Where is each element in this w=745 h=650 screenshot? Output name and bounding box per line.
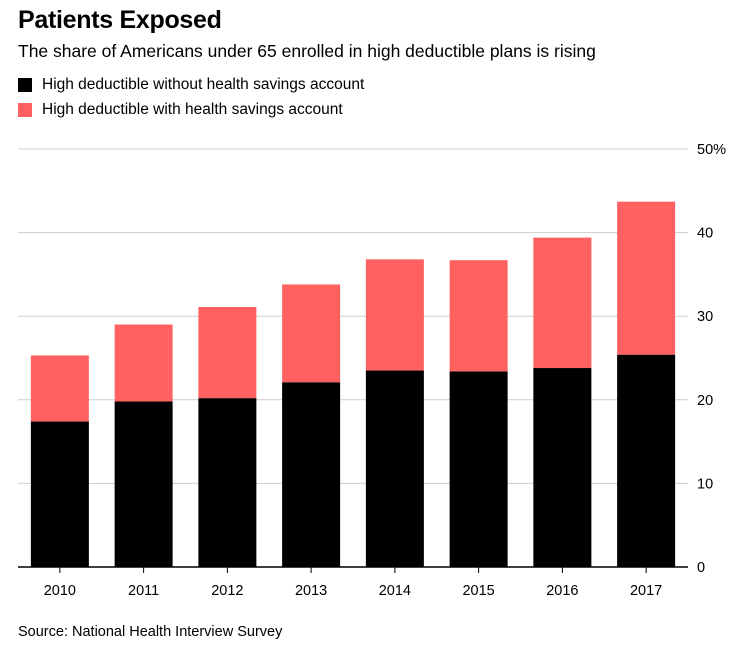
bar-segment-with-hsa [533, 237, 592, 369]
y-tick-label: 10 [697, 476, 713, 492]
bar-segment-without-hsa [617, 354, 676, 567]
y-tick-label: 50% [697, 142, 726, 158]
bar-segment-without-hsa [198, 398, 257, 567]
bar-segment-with-hsa [617, 201, 676, 355]
legend-swatch-with-hsa [18, 102, 32, 117]
bar-segment-without-hsa [30, 421, 89, 567]
legend: High deductible without health savings a… [18, 72, 364, 122]
x-tick-label: 2015 [462, 583, 494, 599]
x-tick-label: 2012 [211, 583, 243, 599]
bar-segment-without-hsa [533, 368, 592, 567]
bar-segment-with-hsa [198, 307, 257, 399]
legend-swatch-without-hsa [18, 77, 32, 92]
bar-segment-with-hsa [365, 259, 424, 371]
legend-label-without-hsa: High deductible without health savings a… [42, 75, 365, 93]
stacked-bar-chart: 0 10 20 30 40 50% 2010 2011 2012 2013 2014 2015 2016… [18, 142, 726, 599]
x-tick-label: 2014 [379, 583, 411, 599]
x-tick-label: 2013 [295, 583, 327, 599]
bar-segment-without-hsa [365, 370, 424, 567]
chart-title: Patients Exposed [18, 6, 222, 34]
legend-label-with-hsa: High deductible with health savings acco… [42, 100, 343, 118]
y-tick-label: 30 [697, 309, 713, 325]
y-tick-label: 40 [697, 226, 713, 242]
x-tick-label: 2010 [44, 583, 76, 599]
x-tick-label: 2017 [630, 583, 662, 599]
legend-item-without-hsa: High deductible without health savings a… [18, 72, 364, 97]
bar-segment-without-hsa [114, 401, 173, 567]
y-tick-label: 20 [697, 393, 713, 409]
bar-segment-with-hsa [282, 284, 341, 383]
y-tick-label: 0 [697, 560, 705, 576]
bar-segment-without-hsa [282, 382, 341, 567]
bar-segment-with-hsa [30, 355, 89, 422]
bar-segment-with-hsa [114, 324, 173, 402]
source-note: Source: National Health Interview Survey [18, 624, 283, 640]
x-tick-label: 2016 [546, 583, 578, 599]
chart-subtitle: The share of Americans under 65 enrolled… [18, 41, 596, 61]
legend-item-with-hsa: High deductible with health savings acco… [18, 97, 364, 122]
x-tick-label: 2011 [128, 583, 159, 599]
bar-segment-without-hsa [449, 371, 508, 567]
bar-segment-with-hsa [449, 260, 508, 372]
